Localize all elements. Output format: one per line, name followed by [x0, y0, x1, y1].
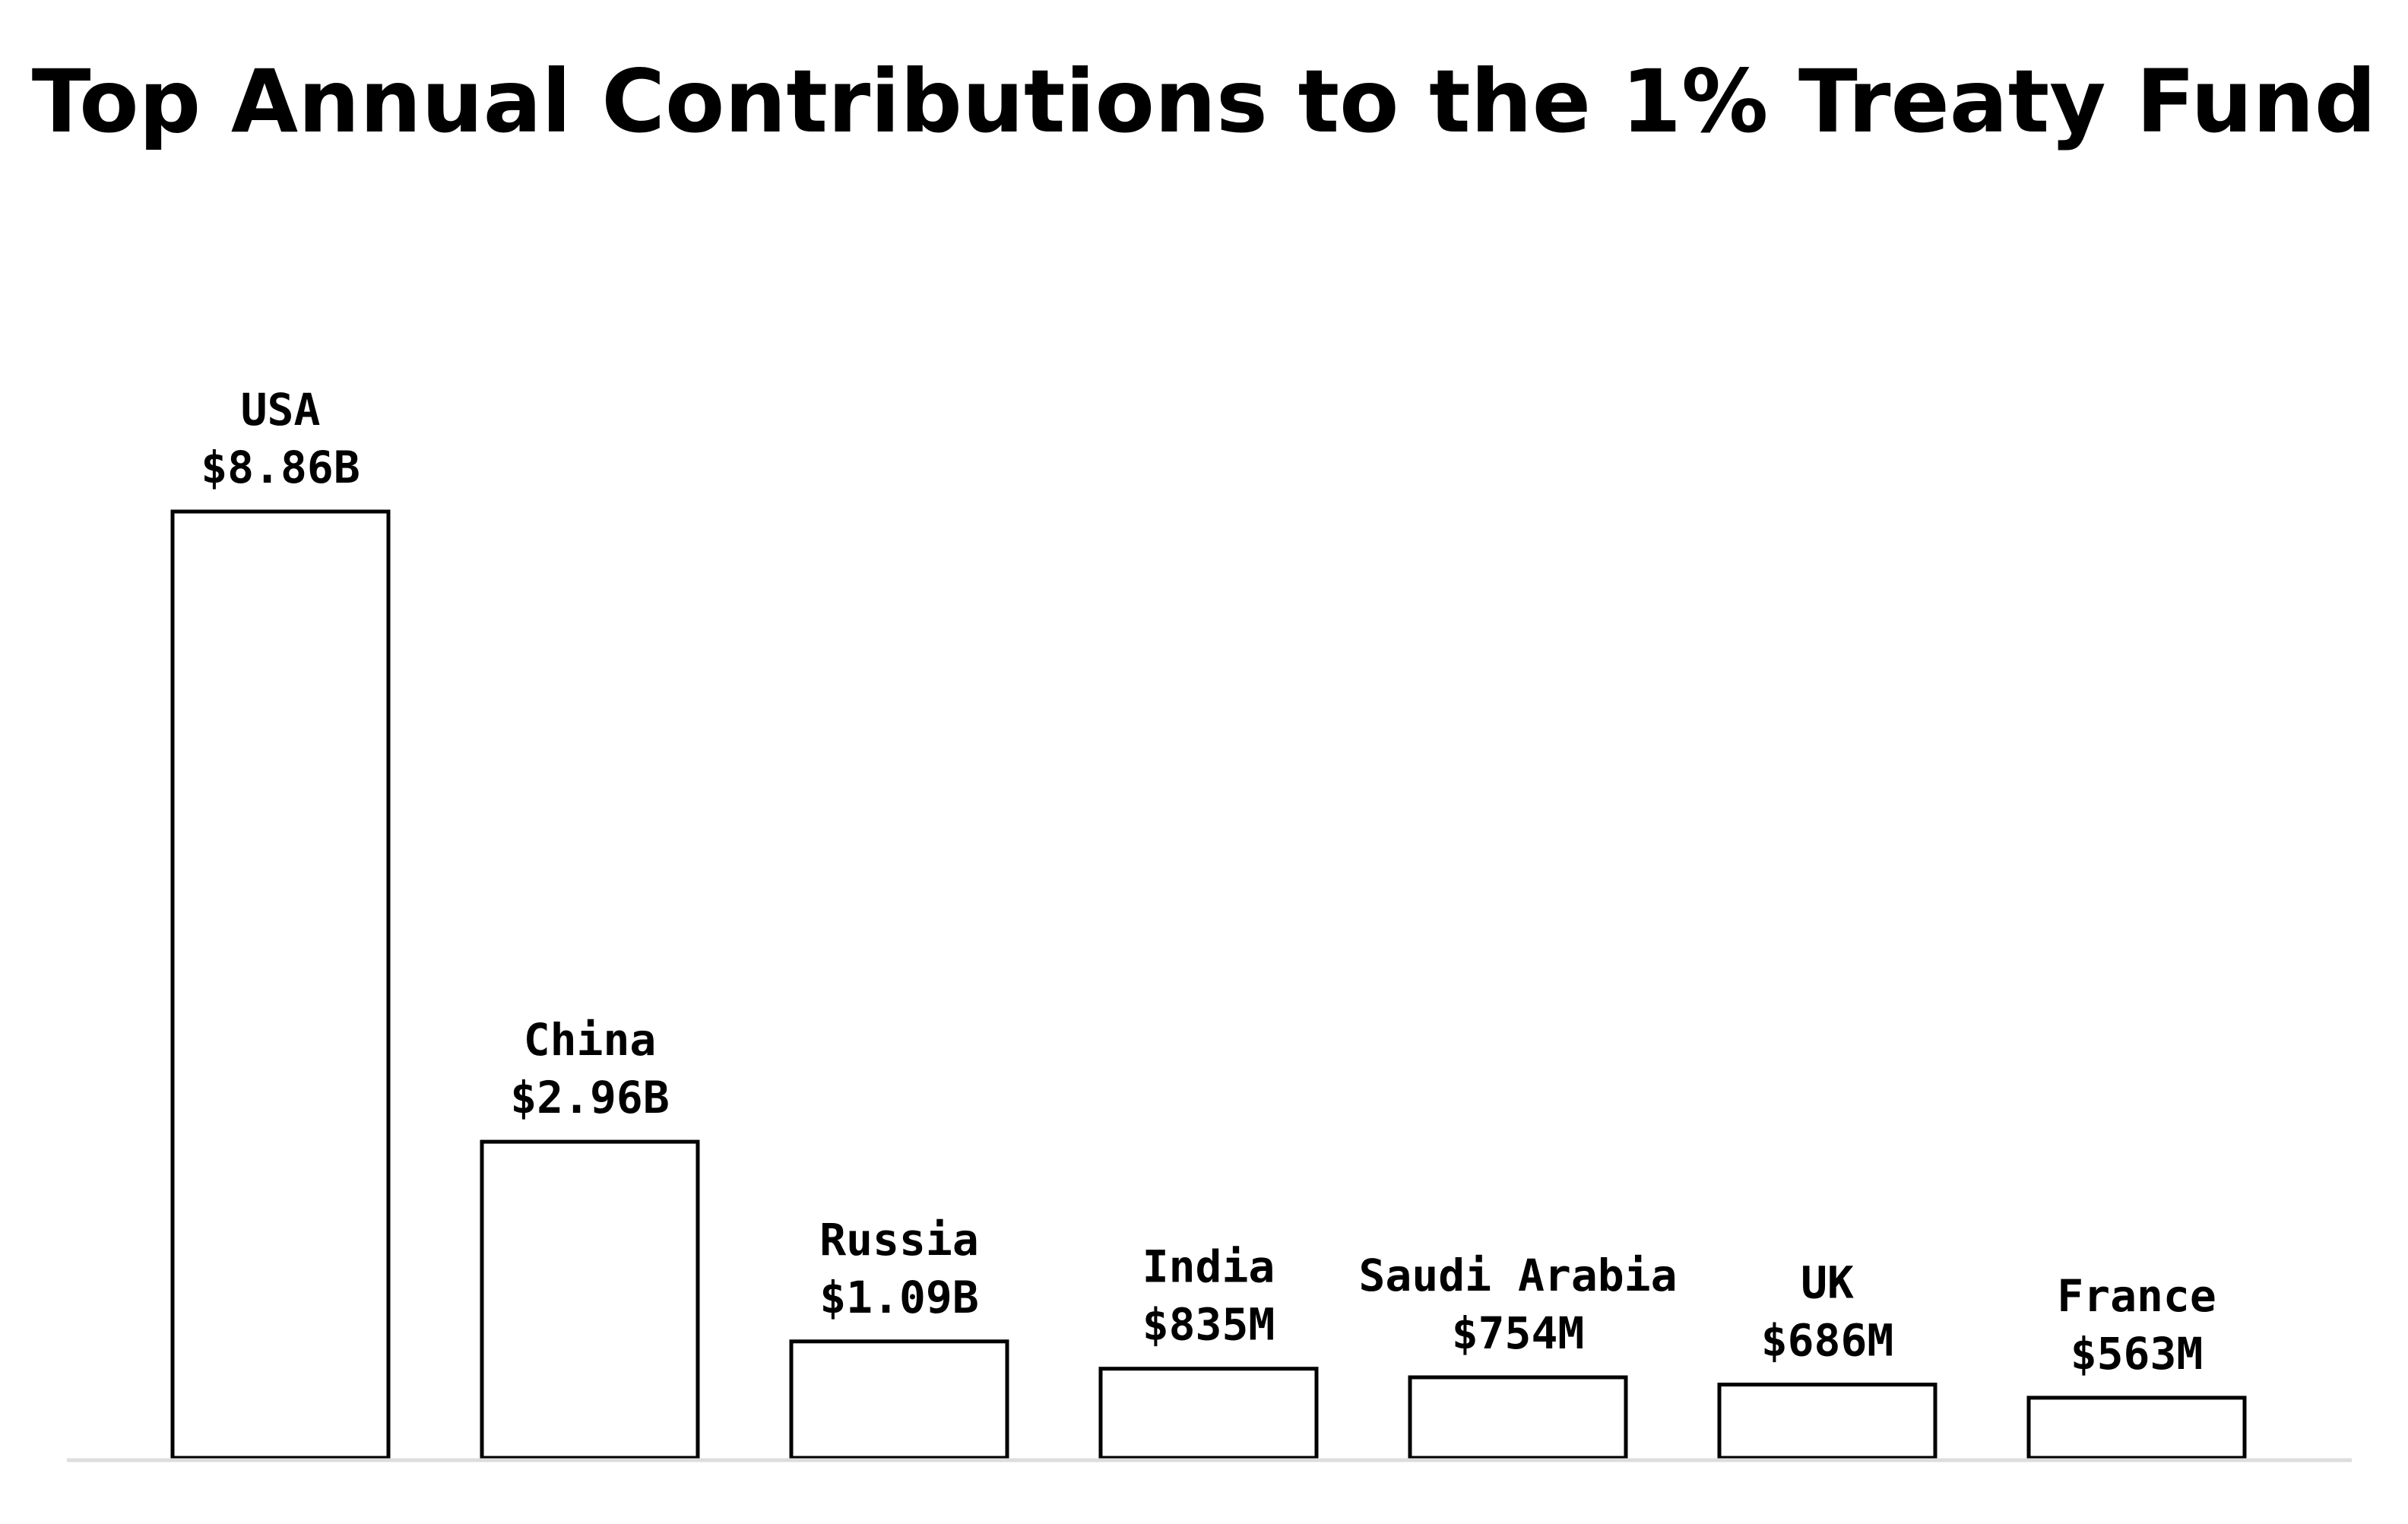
bars-group — [170, 509, 2247, 1460]
bar-category-label: China — [524, 1014, 657, 1066]
bar-category-label: Russia — [819, 1214, 979, 1266]
bar-value-label: $754M — [1452, 1307, 1585, 1359]
bar-france — [2026, 1396, 2247, 1460]
bar-value-label: $835M — [1142, 1299, 1275, 1351]
bar-value-label: $1.09B — [819, 1272, 979, 1323]
bar-saudi-arabia — [1408, 1375, 1628, 1460]
bar-labels-group: $8.86B USA $2.96B China $1.09B Russia $835M Ind… — [201, 384, 2216, 1380]
bar-usa — [170, 509, 391, 1460]
bar-uk — [1717, 1383, 1937, 1460]
bar-value-label: $2.96B — [510, 1072, 670, 1123]
chart-title: Top Annual Contributions to the 1% Treat… — [32, 51, 2377, 152]
bar-category-label: USA — [241, 384, 321, 436]
bar-category-label: UK — [1801, 1257, 1854, 1309]
bar-category-label: India — [1142, 1241, 1275, 1293]
bar-category-label: France — [2057, 1270, 2216, 1322]
bar-value-label: $563M — [2071, 1328, 2204, 1380]
bar-india — [1098, 1367, 1319, 1460]
bar-category-label: Saudi Arabia — [1358, 1250, 1677, 1301]
bar-russia — [789, 1339, 1009, 1460]
bar-value-label: $8.86B — [201, 442, 360, 493]
bar-value-label: $686M — [1761, 1315, 1894, 1367]
bar-china — [480, 1139, 700, 1460]
